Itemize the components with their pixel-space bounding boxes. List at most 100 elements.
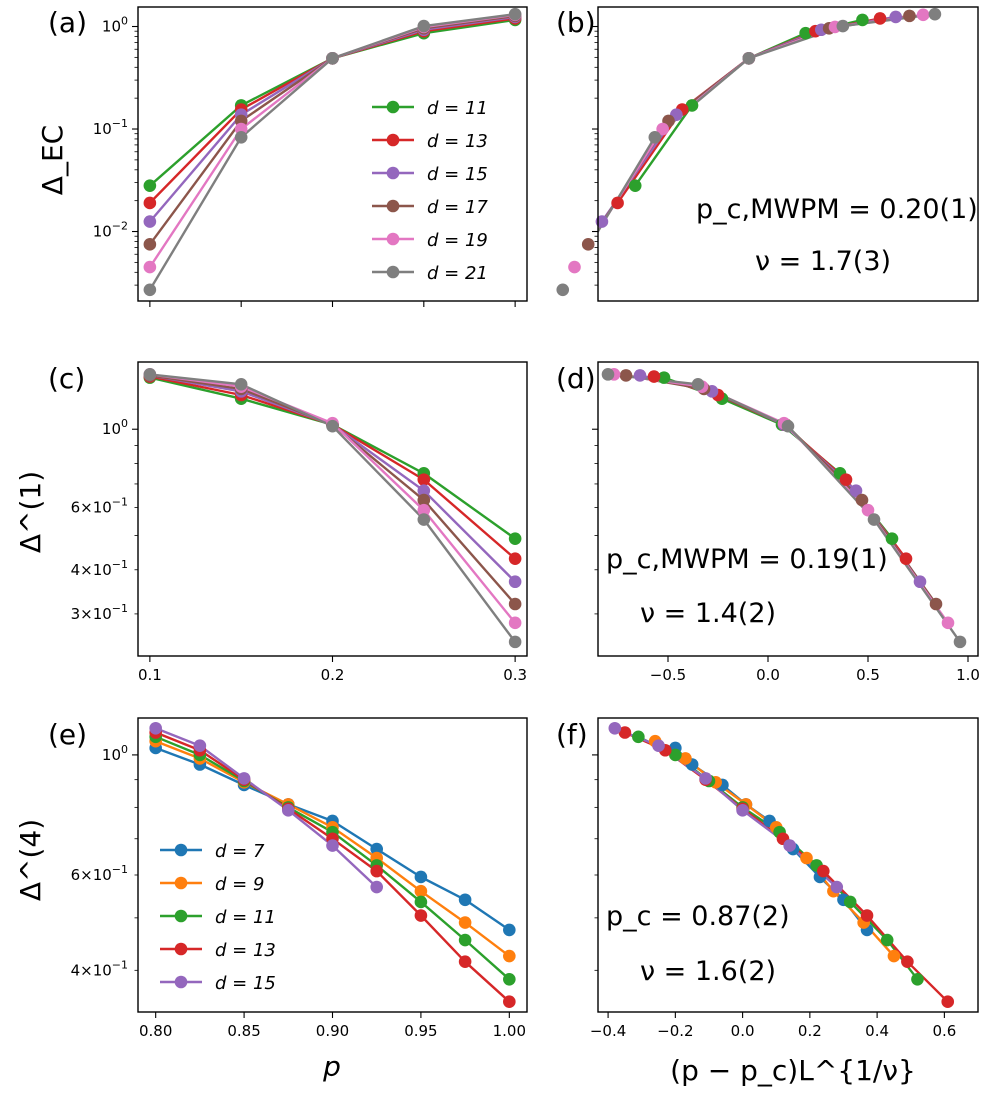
panel-e-data-point xyxy=(414,909,428,922)
panel-f-data-point xyxy=(699,772,712,785)
panel-c-data-point xyxy=(417,473,431,486)
ytick-label-base: 4×10 xyxy=(71,961,112,979)
panel-d-data-point xyxy=(839,473,853,486)
panel-c-data-point xyxy=(143,368,157,381)
panel-f: −0.4 −0.2 0.0 0.2 0.4 0.6 (f) p_c = 0.87(2) ν = … xyxy=(556,717,979,1040)
panel-d: −0.5 0.0 0.5 1.0 (d) p_c,MWPM = 0.19(1) ν = 1.… xyxy=(556,361,980,684)
panel-f-annotation: p_c = 0.87(2) xyxy=(606,901,790,932)
panel-d-xtick-label: 0.5 xyxy=(856,666,880,684)
panel-f-data-point xyxy=(911,972,924,986)
panel-a-data-point xyxy=(417,19,431,33)
panel-a-data-point xyxy=(234,131,248,144)
panel-e-ytick-label: 100 xyxy=(102,743,128,764)
panel-d-annotation: ν = 1.4(2) xyxy=(640,598,776,629)
panel-e-data-point xyxy=(237,772,251,785)
panel-d-data-point xyxy=(861,503,875,517)
panel-f-data-point xyxy=(887,949,901,963)
ytick-label-base: 10 xyxy=(102,746,121,764)
panel-b-data-point xyxy=(628,179,642,192)
panel-label-e: (e) xyxy=(48,718,87,751)
legend-entry-label: d = 11 xyxy=(215,907,276,928)
legend-entry-label: d = 9 xyxy=(215,874,264,895)
panel-c-data-point xyxy=(508,635,522,649)
panel-c-ylabel: Δ^(1) xyxy=(14,471,47,553)
ytick-label-base: 6×10 xyxy=(71,866,112,884)
panel-e-data-point xyxy=(458,893,472,907)
panel-e-data-point xyxy=(503,972,516,986)
panel-e-data-point xyxy=(503,995,516,1009)
panel-b-frame xyxy=(597,6,979,302)
panel-e-xlabel: p xyxy=(322,1050,341,1083)
panel-e-data-point xyxy=(370,842,384,856)
panel-d-frame xyxy=(597,361,979,657)
panel-c-ytick-label: 6×10−1 xyxy=(71,496,128,517)
legend-marker xyxy=(386,265,400,279)
panel-f-data-point xyxy=(783,839,796,852)
panel-f-xtick-label: −0.2 xyxy=(657,1022,693,1040)
panel-c-data-point xyxy=(417,503,431,517)
panel-c-xtick-label: 0.2 xyxy=(321,666,345,684)
panel-c-data-point xyxy=(326,419,339,433)
panel-b-data-point xyxy=(648,131,662,144)
ytick-label-base: 10 xyxy=(102,18,121,36)
legend-entry-label: d = 15 xyxy=(427,164,488,185)
panel-d-data-point xyxy=(657,371,671,384)
panel-f-xtick-label: −0.4 xyxy=(590,1022,626,1040)
legend-marker xyxy=(174,909,188,923)
panel-a-data-point xyxy=(508,7,522,21)
ytick-label-exponent: −1 xyxy=(112,602,128,615)
panel-a-ytick-label: 10−2 xyxy=(93,220,128,241)
panel-a-frame xyxy=(137,6,528,302)
panel-d-xtick-label: −0.5 xyxy=(650,666,686,684)
panel-d-data-point xyxy=(913,575,927,589)
panel-f-data-point xyxy=(632,730,645,744)
panel-d-data-point xyxy=(941,616,955,630)
panel-label-d: (d) xyxy=(556,362,596,395)
panel-f-data-point xyxy=(843,895,857,909)
panel-e-data-point xyxy=(414,870,428,884)
panel-e-data-point xyxy=(281,804,295,817)
panel-a-data-point xyxy=(143,238,157,251)
ytick-label-base: 4×10 xyxy=(71,561,112,579)
panel-b-data-point xyxy=(873,12,887,25)
panel-f-xtick-label: 0.4 xyxy=(865,1022,889,1040)
panel-c-frame xyxy=(137,361,528,657)
panel-b-data-point xyxy=(889,10,903,24)
ytick-label-base: 10 xyxy=(93,223,112,241)
panel-a-ytick-label: 10−1 xyxy=(93,117,128,138)
panel-e-xtick-label: 0.85 xyxy=(227,1022,260,1040)
panel-e-data-point xyxy=(326,839,339,852)
panel-f-data-point xyxy=(860,909,874,922)
panel-d-xtick-label: 0.0 xyxy=(756,666,780,684)
legend-marker xyxy=(386,232,400,246)
panel-c-data-point xyxy=(417,493,431,507)
panel-e-series-line-4 xyxy=(155,727,378,888)
legend-marker xyxy=(174,843,188,857)
panel-a-data-point xyxy=(143,179,157,192)
panel-label-c: (c) xyxy=(48,362,85,395)
panel-f-data-point xyxy=(669,748,682,762)
panel-f-data-point xyxy=(618,726,632,739)
ytick-label-exponent: −1 xyxy=(112,863,128,876)
legend-marker xyxy=(386,199,400,213)
panel-f-data-point xyxy=(901,955,914,968)
panel-c-data-point xyxy=(508,597,522,611)
panel-e-legend: d = 7 d = 9 d = 11 d = 13 d = 15 xyxy=(160,841,276,994)
panel-b-data-point xyxy=(742,51,756,65)
panel-c-data-point xyxy=(417,513,431,526)
ytick-label-base: 10 xyxy=(102,420,121,438)
panel-e-data-point xyxy=(503,923,516,937)
panel-f-data-point xyxy=(880,933,894,947)
legend-marker xyxy=(386,100,400,114)
panel-d-data-point xyxy=(691,378,705,391)
panel-e-data-point xyxy=(458,933,472,947)
panel-e-xtick-label: 0.95 xyxy=(404,1022,437,1040)
panel-d-data-point xyxy=(647,370,661,383)
legend-entry-label: d = 17 xyxy=(427,197,488,218)
panel-f-xtick-label: 0.2 xyxy=(798,1022,822,1040)
panel-e-data-point xyxy=(458,916,472,929)
panel-c-data-point xyxy=(508,552,522,565)
panel-f-data-point xyxy=(608,721,622,735)
